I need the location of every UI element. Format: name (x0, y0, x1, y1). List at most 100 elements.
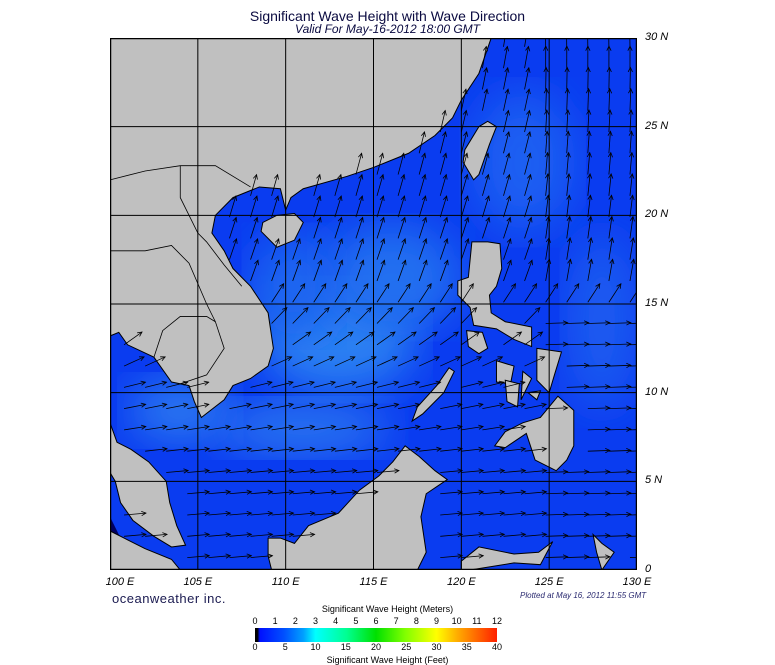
wave-direction-arrow (439, 283, 453, 303)
wave-direction-arrow (250, 259, 259, 282)
wave-direction-arrow (250, 489, 274, 495)
wave-direction-arrow (629, 322, 637, 324)
wave-direction-arrow (292, 306, 309, 324)
wave-direction-arrow (608, 511, 632, 517)
wave-direction-arrow (250, 195, 259, 218)
wave-direction-arrow (145, 532, 168, 538)
wave-direction-arrow (439, 109, 447, 133)
wave-direction-arrow (608, 194, 614, 218)
wave-direction-arrow (482, 88, 489, 111)
wave-direction-arrow (524, 283, 538, 303)
wave-direction-arrow (208, 553, 232, 559)
wave-direction-arrow (524, 195, 533, 218)
wave-direction-arrow (292, 331, 312, 346)
wave-direction-arrow (397, 356, 419, 367)
wave-direction-arrow (313, 402, 337, 410)
wave-direction-arrow (586, 109, 592, 133)
wave-direction-arrow (608, 448, 632, 454)
latitude-label: 20 N (645, 208, 669, 221)
colorbar-title-meters: Significant Wave Height (Meters) (321, 604, 454, 614)
wave-direction-arrow (334, 306, 351, 324)
wave-direction-arrow (587, 215, 593, 239)
wave-direction-arrow (123, 331, 143, 346)
wave-direction-arrow (440, 446, 464, 452)
wave-direction-arrow (271, 356, 293, 367)
wave-direction-arrow (503, 283, 517, 303)
wave-direction-arrow (524, 446, 548, 452)
wave-direction-arrow (229, 489, 253, 495)
wave-direction-arrow (460, 283, 474, 303)
wave-direction-arrow (440, 489, 464, 495)
wave-direction-arrow (482, 424, 506, 431)
land-borneo (267, 445, 449, 570)
wave-direction-arrow (566, 258, 573, 282)
wave-direction-arrow (397, 283, 411, 303)
wave-height-map (110, 38, 637, 570)
wave-direction-arrow (587, 320, 611, 326)
latitude-label: 5 N (645, 474, 663, 487)
colorbar-tick-feet: 10 (310, 642, 321, 652)
wave-direction-arrow (629, 215, 635, 239)
wave-direction-arrow (524, 356, 546, 367)
wave-direction-arrow (292, 356, 314, 367)
wave-direction-arrow (418, 331, 438, 346)
wave-direction-arrow (271, 468, 295, 474)
wave-direction-arrow (566, 511, 590, 517)
colorbar-tick-feet: 20 (370, 642, 381, 652)
wave-direction-arrow (607, 151, 613, 175)
wave-direction-arrow (566, 194, 572, 218)
wave-direction-arrow (629, 173, 635, 196)
wave-direction-arrow (145, 402, 168, 410)
colorbar-tick-feet: 35 (461, 642, 472, 652)
wave-direction-arrow (376, 216, 385, 239)
wave-direction-arrow (543, 66, 549, 90)
wave-direction-arrow (124, 510, 147, 517)
map-subtitle: Valid For May-16-2012 18:00 GMT (295, 22, 480, 36)
wave-direction-arrow (166, 380, 189, 388)
wave-direction-arrow (482, 402, 505, 410)
wave-direction-arrow (482, 216, 491, 239)
wave-direction-arrow (629, 237, 636, 260)
wave-direction-arrow (313, 237, 322, 260)
colorbar-tick-meters: 12 (491, 616, 502, 626)
wave-direction-arrow (271, 195, 280, 218)
wave-direction-arrow (524, 88, 531, 111)
latitude-label: 25 N (645, 119, 669, 132)
wave-direction-arrow (250, 380, 273, 388)
wave-direction-arrow (418, 259, 428, 282)
wave-direction-arrow (524, 38, 527, 47)
wave-direction-arrow (503, 109, 510, 133)
wave-direction-arrow (587, 533, 611, 539)
wave-direction-arrow (503, 489, 527, 495)
wave-direction-arrow (627, 66, 633, 90)
wave-direction-arrow (566, 173, 572, 196)
wave-direction-arrow (229, 532, 253, 538)
wave-direction-arrow (629, 407, 637, 410)
colorbar-tick-feet: 30 (431, 642, 442, 652)
wave-direction-arrow (545, 38, 547, 47)
wave-direction-arrow (123, 402, 147, 410)
wave-direction-arrow (166, 468, 190, 474)
wave-direction-arrow (503, 152, 511, 175)
wave-direction-arrow (524, 152, 532, 175)
wave-direction-arrow (313, 380, 337, 388)
wave-direction-arrow (418, 173, 427, 196)
wave-direction-arrow (566, 554, 590, 560)
wave-direction-arrow (524, 532, 548, 538)
wave-direction-arrow (271, 489, 295, 495)
wave-direction-arrow (376, 283, 390, 303)
wave-direction-arrow (334, 356, 356, 367)
wave-direction-arrow (503, 468, 527, 474)
wave-direction-arrow (355, 216, 364, 239)
wave-direction-arrow (419, 424, 442, 431)
wave-direction-arrow (587, 341, 611, 347)
wave-direction-arrow (566, 215, 572, 239)
longitude-label: 120 E (446, 576, 476, 588)
wave-direction-arrow (334, 216, 343, 239)
wave-direction-arrow (503, 446, 527, 452)
wave-direction-arrow (566, 384, 590, 390)
wave-direction-arrow (503, 532, 527, 538)
wave-direction-arrow (397, 195, 406, 218)
wave-direction-arrow (608, 362, 632, 368)
wave-direction-arrow (271, 259, 280, 282)
